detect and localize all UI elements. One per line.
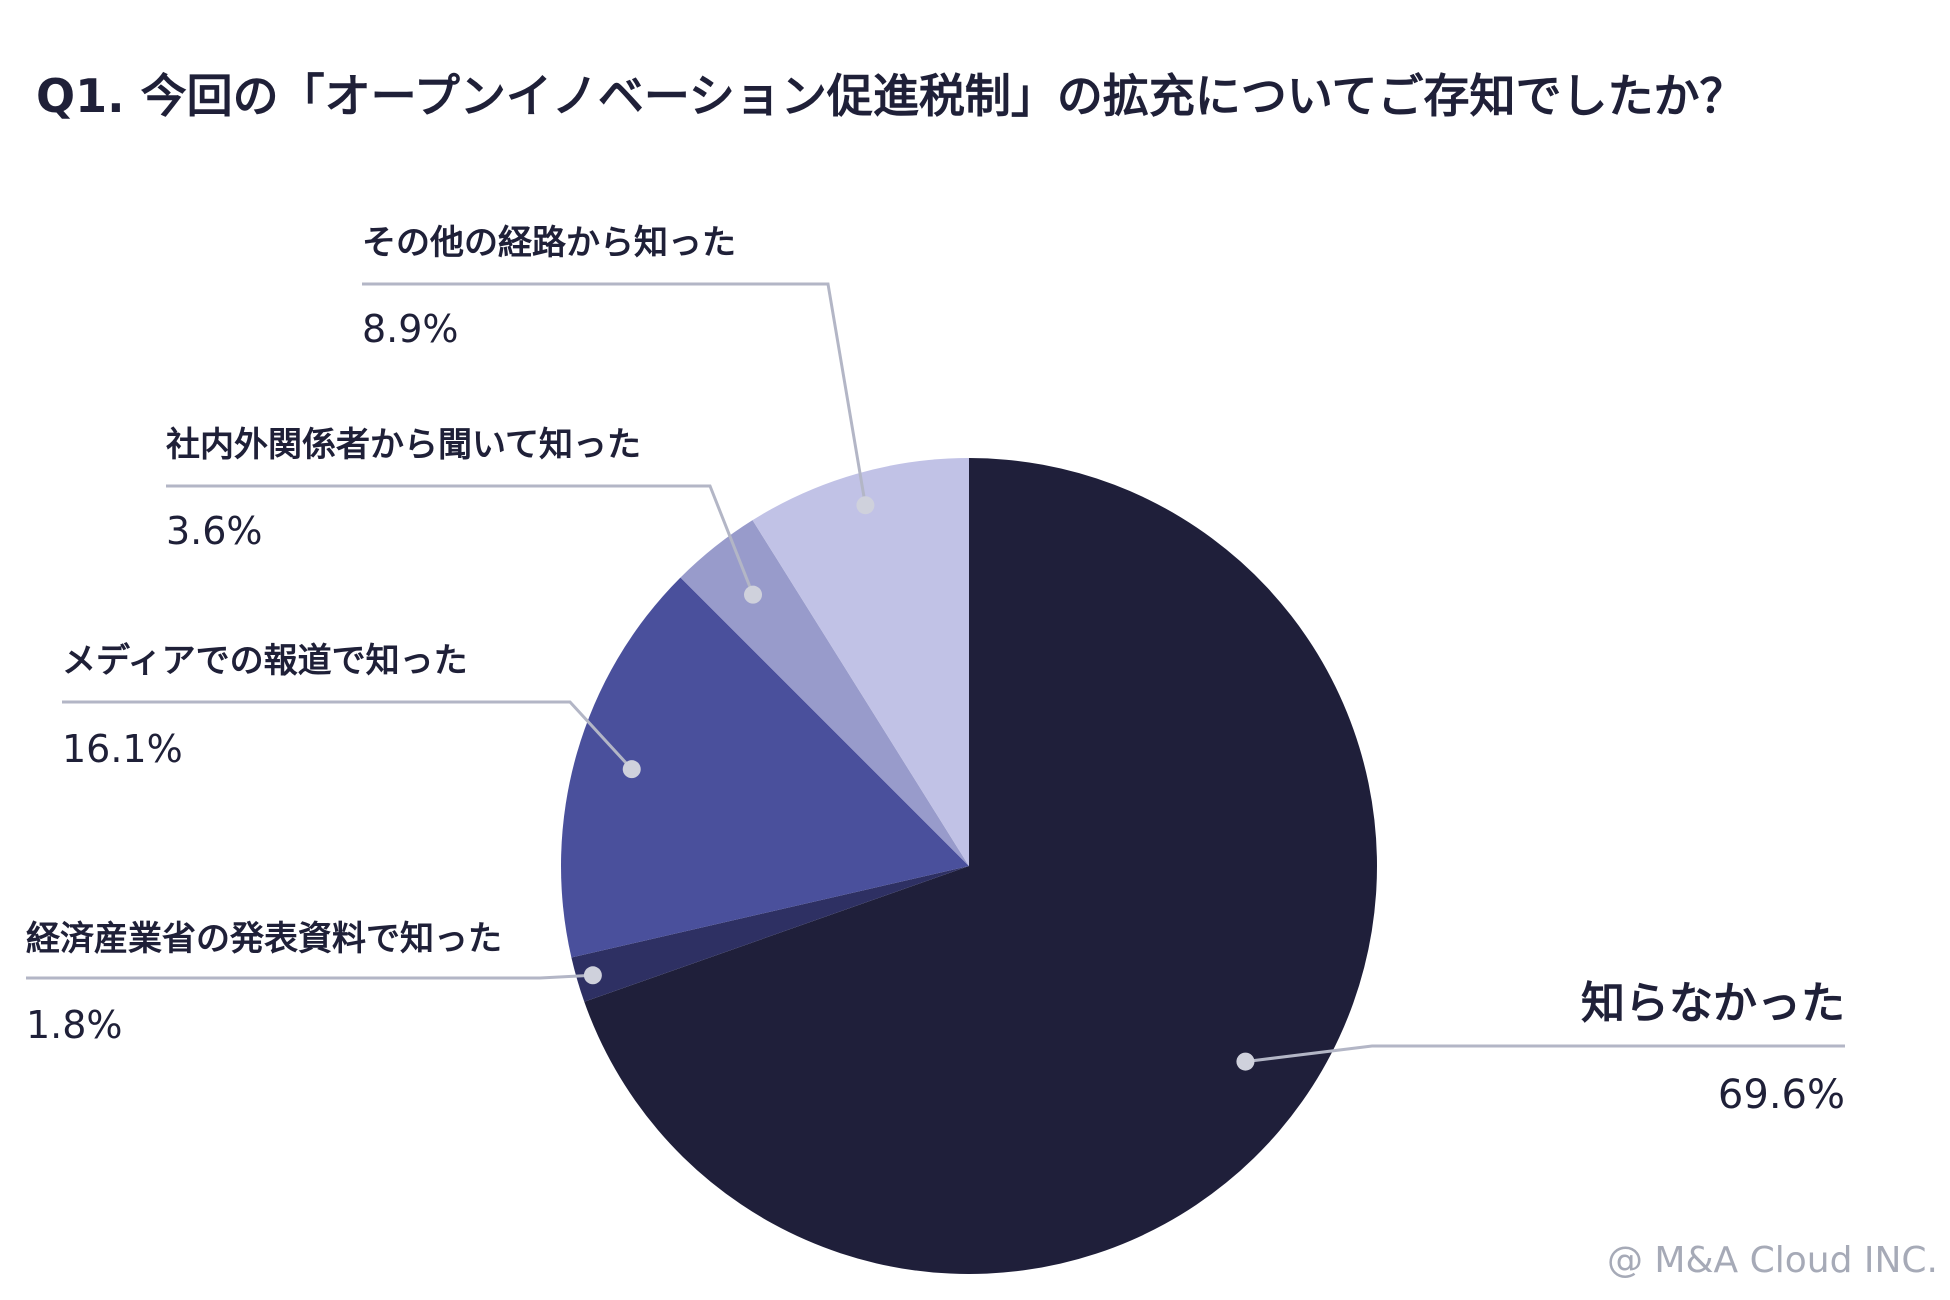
pie-slice-meti: [571, 866, 969, 1002]
slice-value-sonota: 8.9%: [362, 307, 459, 351]
leader-dot-media: [622, 760, 641, 779]
slice-label-media: メディアでの報道で知った: [62, 641, 468, 681]
pie-slices: [561, 458, 1378, 1274]
leader-line-media: [62, 700, 633, 771]
leader-lines: [26, 282, 1845, 1071]
leader-line-meti: [26, 973, 593, 980]
pie-slice-kankeisha: [680, 520, 969, 866]
leader-dot-sonota: [856, 496, 875, 515]
pie-slice-media: [561, 577, 969, 958]
copyright-credit: @ M&A Cloud INC.: [1607, 1240, 1938, 1281]
slice-value-kankeisha: 3.6%: [166, 509, 263, 553]
leader-dot-shiranakatta: [1236, 1052, 1255, 1071]
leader-line-kankeisha: [166, 484, 755, 596]
pie-slice-sonota: [752, 458, 969, 866]
leader-dot-kankeisha: [744, 585, 763, 604]
slice-label-shiranakatta: 知らなかった: [1581, 978, 1845, 1029]
chart-title: Q1. 今回の「オープンイノベーション促進税制」の拡充についてご存知でしたか？: [36, 69, 1746, 123]
slice-value-media: 16.1%: [62, 727, 183, 771]
slice-value-meti: 1.8%: [26, 1003, 123, 1047]
slice-label-meti: 経済産業省の発表資料で知った: [26, 919, 502, 959]
pie-slice-shiranakatta: [584, 458, 1378, 1274]
leader-line-shiranakatta: [1245, 1044, 1845, 1064]
leader-dot-meti: [583, 966, 602, 985]
slice-label-kankeisha: 社内外関係者から聞いて知った: [166, 425, 641, 465]
slice-label-sonota: その他の経路から知った: [362, 223, 736, 263]
leader-line-sonota: [362, 282, 867, 506]
slice-value-shiranakatta: 69.6%: [1718, 1072, 1845, 1118]
